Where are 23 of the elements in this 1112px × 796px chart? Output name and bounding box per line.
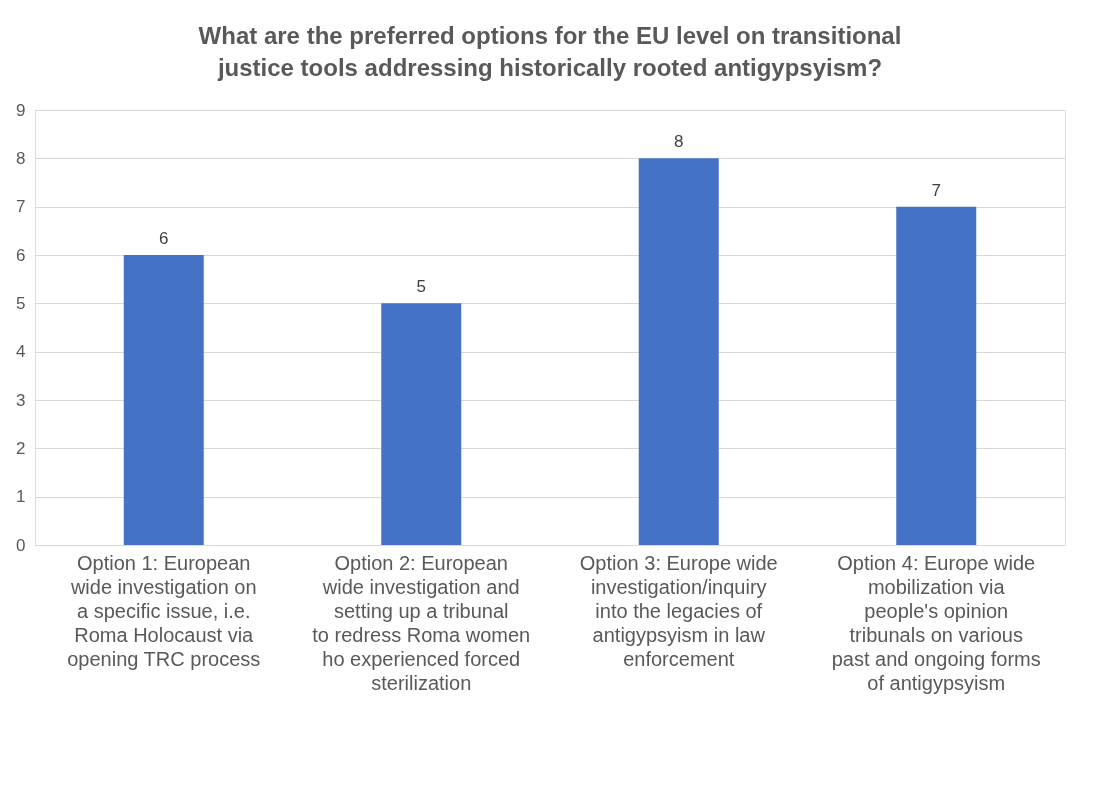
y-tick-label: 7 [16, 197, 26, 217]
chart-title: What are the preferred options for the EU level on transitional justice tools addressing historically rooted antigypsyism? [198, 22, 902, 81]
bar [123, 255, 204, 545]
y-tick-label: 2 [16, 438, 26, 458]
bar [896, 206, 977, 545]
data-label: 6 [159, 229, 169, 248]
bar [638, 158, 719, 545]
data-label: 8 [674, 132, 684, 152]
y-tick-label: 3 [16, 390, 26, 410]
x-tick-label: Option 1: European wide investigation on a specific issue, i.e. Roma Holocaust via opening TRC process [67, 551, 261, 670]
y-tick-label: 1 [16, 487, 26, 507]
data-label: 7 [931, 180, 941, 200]
data-label: 5 [416, 277, 426, 297]
y-tick-label: 9 [16, 100, 26, 120]
y-tick-label: 6 [16, 245, 26, 265]
x-tick-label: Option 2: European wide investigation and setting up a tribunal to redress Roma women ho experienced forced sterilization [312, 551, 531, 694]
x-tick-label: Option 3: Europe wide investigation/inquiry into the legacies of antigypsyism in law enforcement [579, 551, 778, 670]
y-tick-label: 8 [16, 148, 26, 168]
y-tick-label: 4 [16, 342, 26, 362]
y-tick-label: 0 [16, 535, 26, 555]
bar [381, 303, 462, 545]
y-tick-label: 5 [16, 293, 26, 313]
x-tick-label: Option 4: Europe wide mobilization via people's opinion tribunals on various past and ongoing forms of antigypsyism [831, 551, 1041, 694]
